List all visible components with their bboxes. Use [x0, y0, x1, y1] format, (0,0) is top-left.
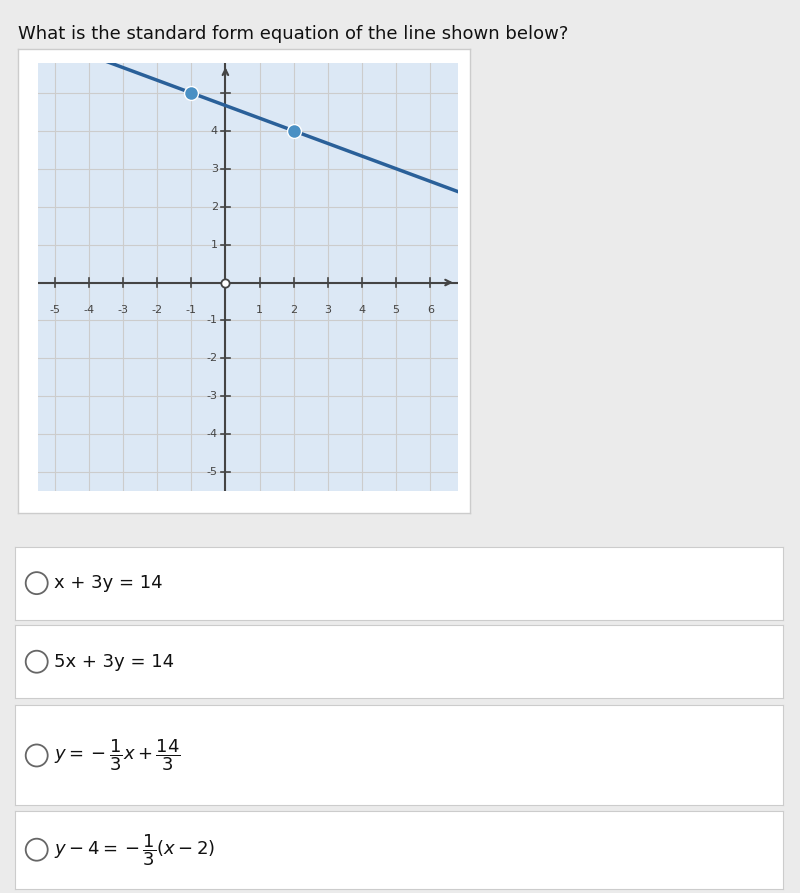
- Text: -2: -2: [206, 354, 218, 363]
- Text: 1: 1: [211, 239, 218, 249]
- Text: 6: 6: [426, 305, 434, 315]
- Text: -4: -4: [206, 430, 218, 439]
- Text: 3: 3: [211, 163, 218, 174]
- Text: -3: -3: [207, 391, 218, 401]
- Text: -5: -5: [207, 467, 218, 477]
- Text: 4: 4: [210, 126, 218, 136]
- Text: 4: 4: [358, 305, 366, 315]
- Text: -1: -1: [186, 305, 197, 315]
- Text: $y = -\dfrac{1}{3}x + \dfrac{14}{3}$: $y = -\dfrac{1}{3}x + \dfrac{14}{3}$: [54, 738, 181, 773]
- Text: x + 3y = 14: x + 3y = 14: [54, 574, 162, 592]
- Text: 2: 2: [210, 202, 218, 212]
- Text: 1: 1: [256, 305, 263, 315]
- Text: -2: -2: [151, 305, 162, 315]
- Text: What is the standard form equation of the line shown below?: What is the standard form equation of th…: [18, 25, 568, 43]
- Text: -4: -4: [83, 305, 94, 315]
- Text: 5x + 3y = 14: 5x + 3y = 14: [54, 653, 174, 671]
- Text: $y - 4 = -\dfrac{1}{3}(x - 2)$: $y - 4 = -\dfrac{1}{3}(x - 2)$: [54, 832, 215, 867]
- Text: -1: -1: [207, 315, 218, 325]
- Text: 3: 3: [324, 305, 331, 315]
- Text: -5: -5: [49, 305, 60, 315]
- Text: -3: -3: [118, 305, 129, 315]
- Text: 2: 2: [290, 305, 298, 315]
- Text: 5: 5: [393, 305, 400, 315]
